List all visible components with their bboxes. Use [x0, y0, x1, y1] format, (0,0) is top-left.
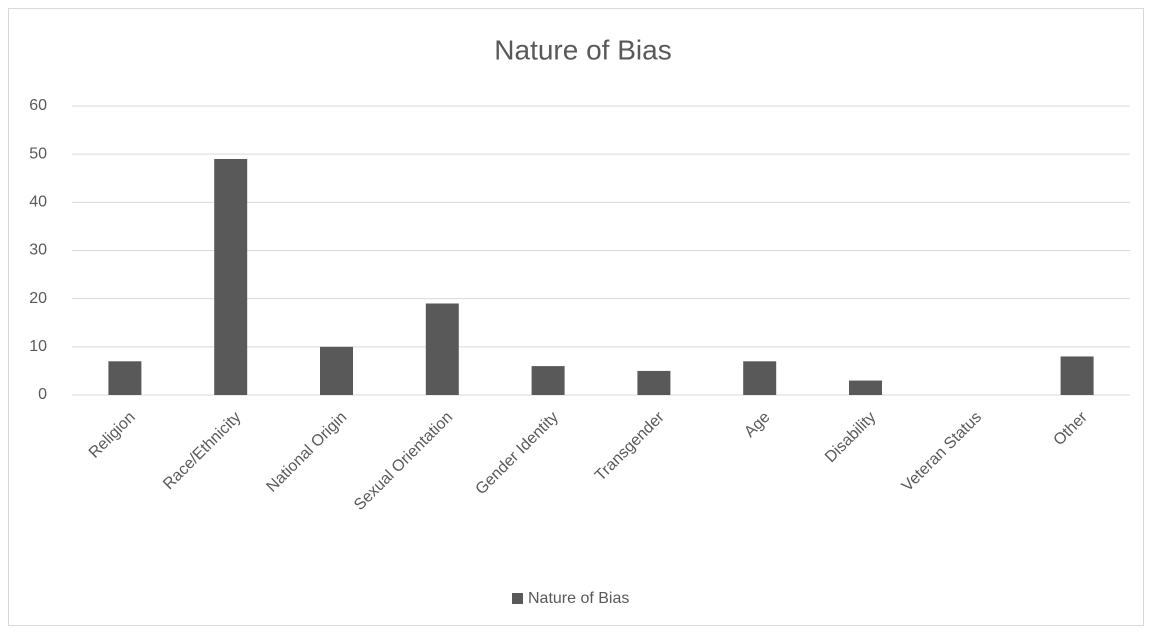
y-tick-label: 60 — [29, 97, 47, 114]
bar — [425, 303, 459, 395]
bar — [1060, 356, 1094, 395]
chart-border — [8, 8, 1144, 626]
bar — [214, 158, 248, 395]
bar — [108, 361, 142, 395]
y-tick-label: 30 — [29, 242, 47, 259]
bar — [743, 361, 777, 395]
bar — [531, 366, 565, 395]
y-tick-label: 20 — [29, 290, 47, 307]
bar — [849, 380, 882, 395]
y-tick-label: 50 — [29, 145, 47, 162]
legend-swatch — [512, 593, 523, 604]
bar — [637, 370, 671, 395]
y-tick-label: 10 — [29, 338, 47, 355]
chart-title: Nature of Bias — [494, 34, 671, 65]
y-tick-label: 40 — [29, 194, 47, 211]
bar — [320, 346, 353, 395]
y-tick-label: 0 — [38, 386, 47, 403]
legend-label: Nature of Bias — [528, 590, 629, 607]
